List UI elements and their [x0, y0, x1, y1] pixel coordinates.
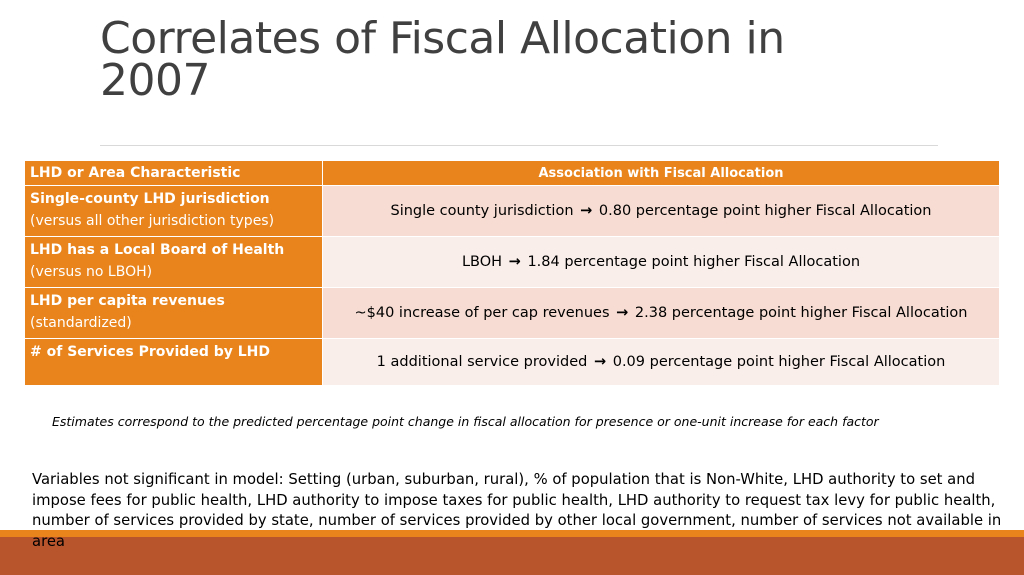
footer-accent-stripe: [0, 530, 1024, 537]
arrow-right-icon: →: [593, 354, 607, 370]
footer-band: [0, 537, 1024, 575]
association-cell: Single county jurisdiction → 0.80 percen…: [322, 185, 1000, 237]
association-cell: 1 additional service provided → 0.09 per…: [322, 338, 1000, 386]
header-association: Association with Fiscal Allocation: [322, 160, 1000, 186]
characteristic-label: Single-county LHD jurisdiction: [30, 191, 270, 207]
association-effect: 0.80 percentage point higher Fiscal Allo…: [598, 203, 932, 219]
characteristic-cell: LHD has a Local Board of Health (versus …: [24, 236, 323, 288]
correlates-table: LHD or Area Characteristic Association w…: [24, 160, 1000, 386]
characteristic-cell: # of Services Provided by LHD: [24, 338, 323, 386]
characteristic-detail: (versus all other jurisdiction types): [30, 213, 275, 229]
association-effect: 0.09 percentage point higher Fiscal Allo…: [612, 354, 946, 370]
association-effect: 1.84 percentage point higher Fiscal Allo…: [527, 254, 861, 270]
arrow-right-icon: →: [508, 254, 521, 270]
arrow-right-icon: →: [580, 203, 593, 219]
characteristic-label: # of Services Provided by LHD: [30, 344, 270, 360]
association-subject: LBOH: [461, 254, 503, 270]
table-row: LHD has a Local Board of Health (versus …: [24, 236, 1000, 288]
table-header-row: LHD or Area Characteristic Association w…: [24, 160, 1000, 186]
association-cell: ~$40 increase of per cap revenues → 2.38…: [322, 287, 1000, 339]
association-subject: Single county jurisdiction: [390, 203, 574, 219]
table-row: Single-county LHD jurisdiction (versus a…: [24, 185, 1000, 237]
association-cell: LBOH → 1.84 percentage point higher Fisc…: [322, 236, 1000, 288]
header-characteristic: LHD or Area Characteristic: [24, 160, 323, 186]
table-row: LHD per capita revenues (standardized) ~…: [24, 287, 1000, 339]
association-effect: 2.38 percentage point higher Fiscal Allo…: [634, 305, 968, 321]
characteristic-detail: (versus no LBOH): [30, 264, 153, 280]
characteristic-detail: (standardized): [30, 315, 132, 331]
characteristic-label: LHD per capita revenues: [30, 293, 225, 309]
association-subject: ~$40 increase of per cap revenues: [354, 305, 610, 321]
estimates-note: Estimates correspond to the predicted pe…: [52, 414, 879, 429]
characteristic-cell: LHD per capita revenues (standardized): [24, 287, 323, 339]
association-subject: 1 additional service provided: [376, 354, 588, 370]
characteristic-cell: Single-county LHD jurisdiction (versus a…: [24, 185, 323, 237]
arrow-right-icon: →: [616, 305, 629, 321]
characteristic-label: LHD has a Local Board of Health: [30, 242, 285, 258]
nonsignificant-variables-text: Variables not significant in model: Sett…: [32, 471, 1002, 550]
table-row: # of Services Provided by LHD 1 addition…: [24, 338, 1000, 386]
title-divider: [100, 145, 938, 146]
slide-title: Correlates of Fiscal Allocation in 2007: [100, 13, 785, 106]
